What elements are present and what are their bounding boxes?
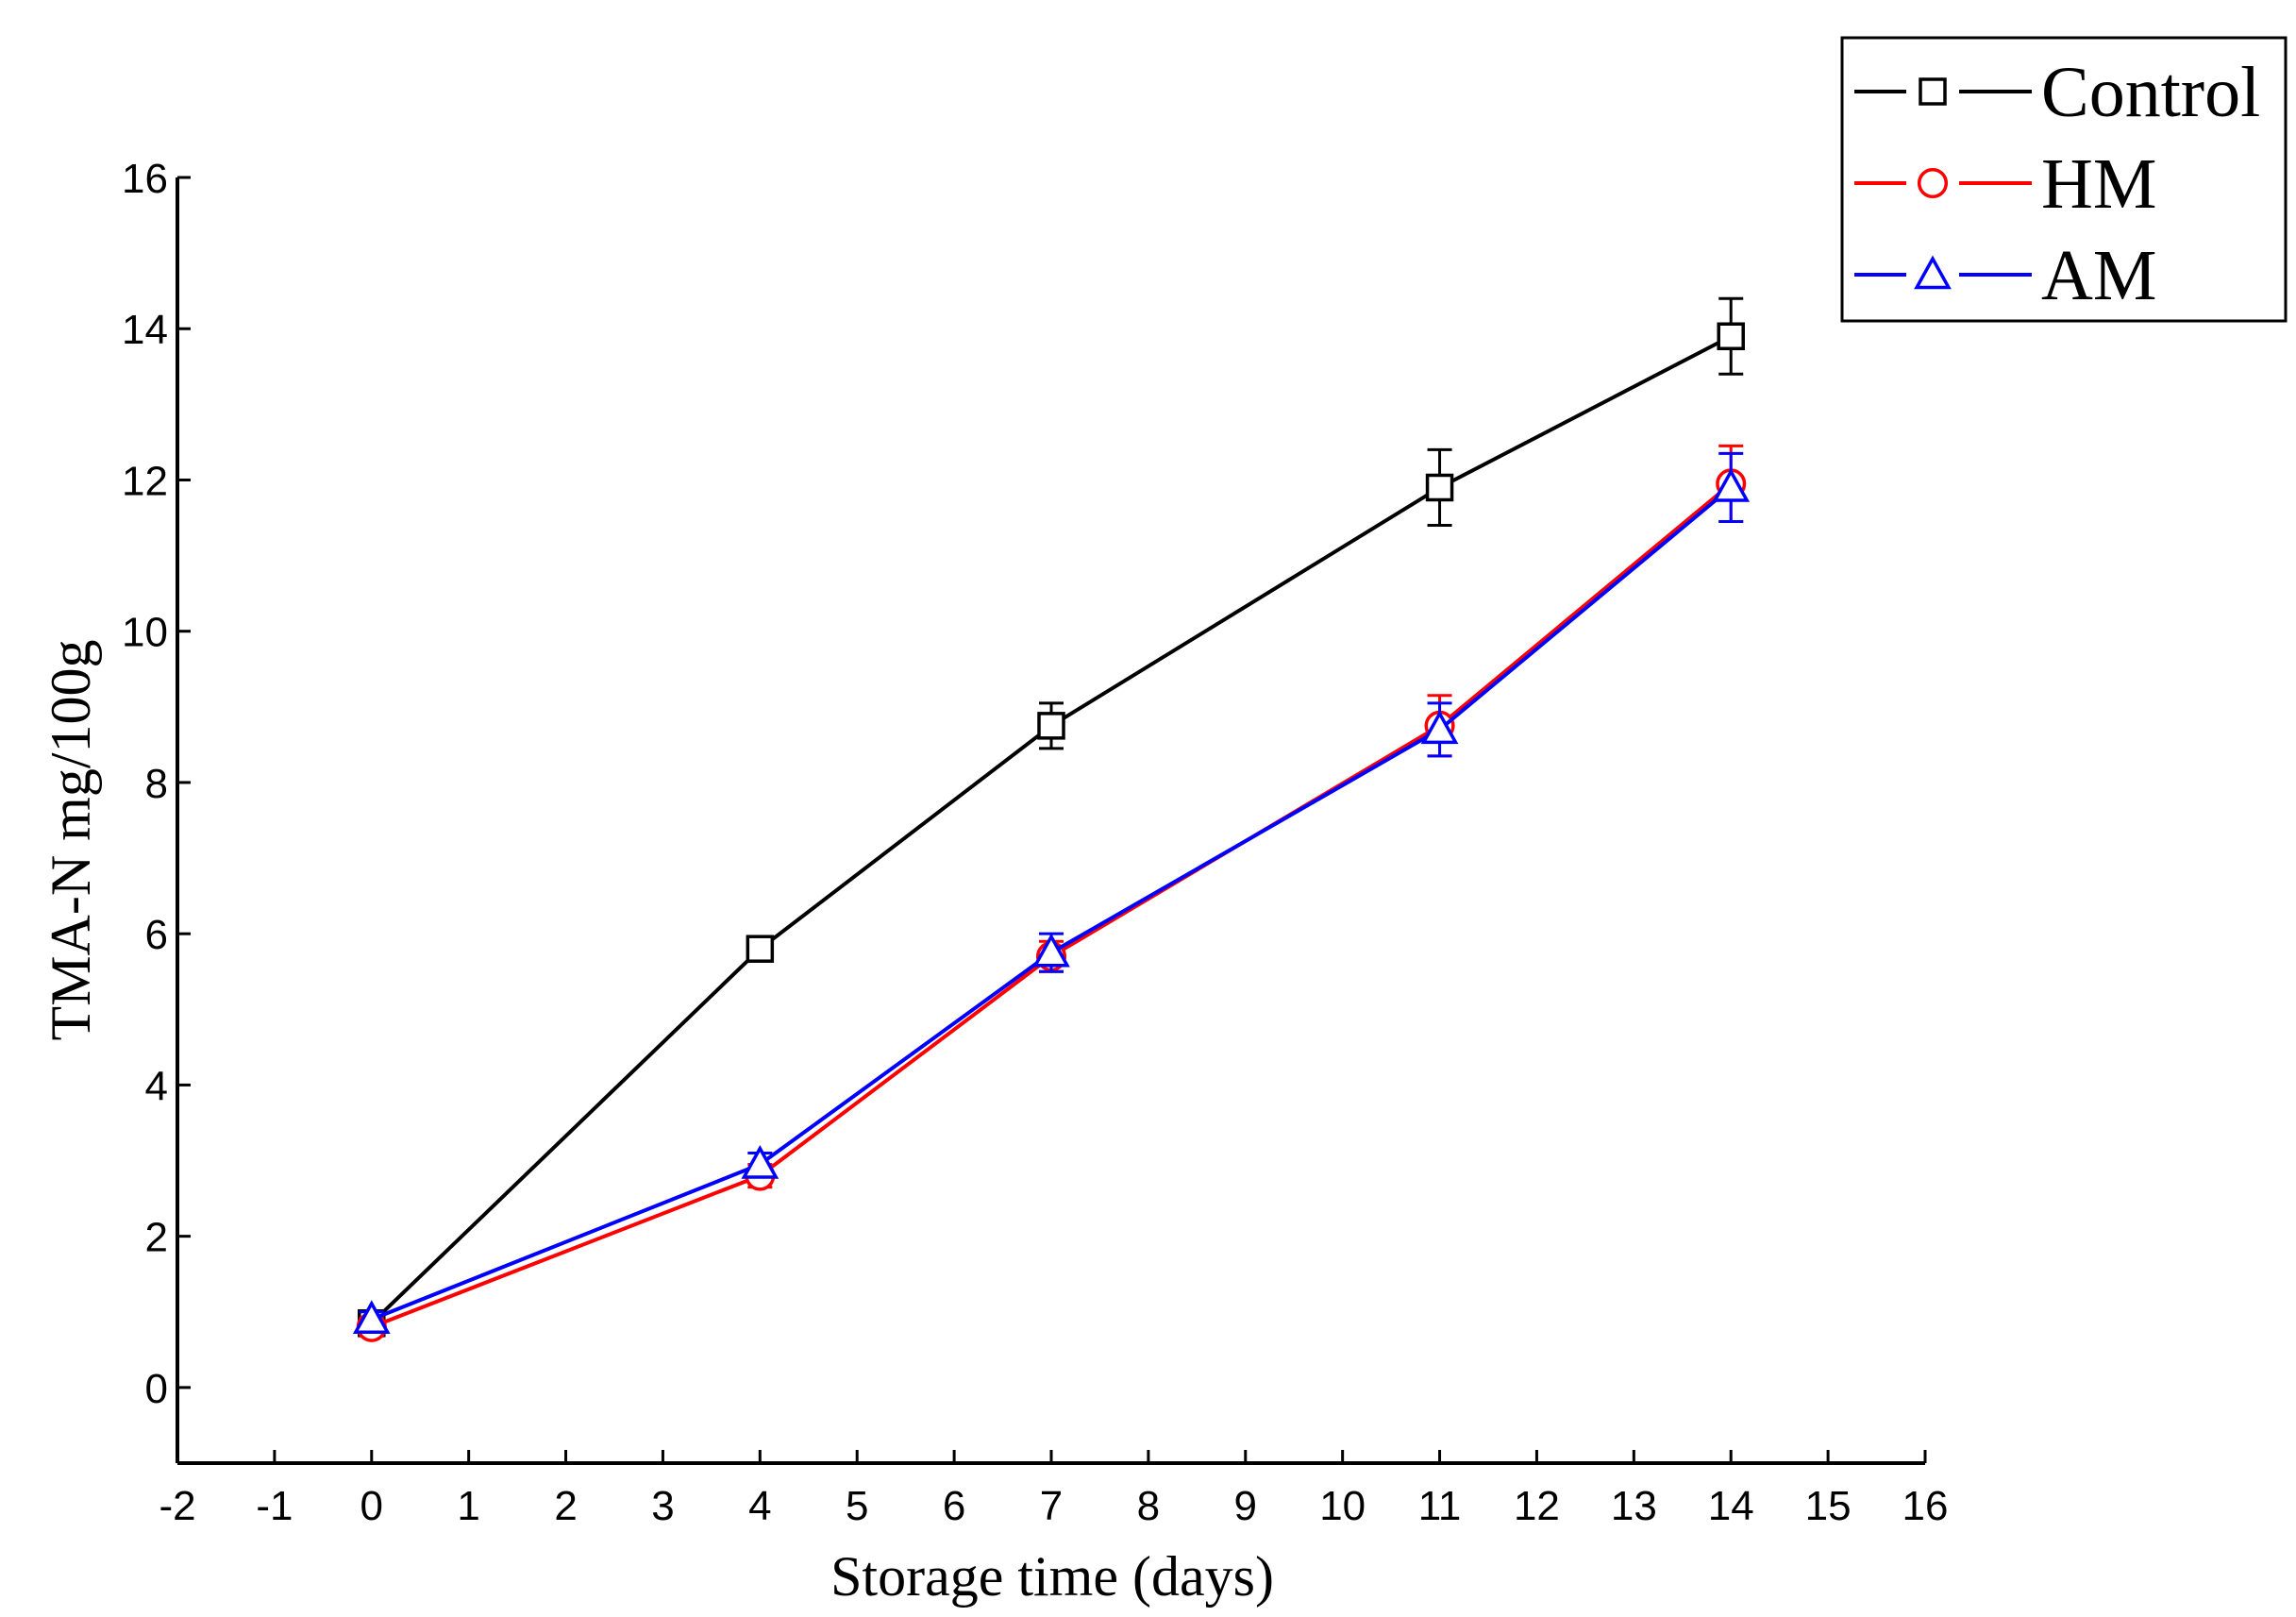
legend-label: AM (2041, 236, 2156, 315)
data-point (1032, 933, 1070, 968)
x-tick-label: 1 (457, 1483, 479, 1529)
series-line (370, 334, 1733, 1325)
series-layer (352, 296, 1751, 1342)
legend-label: HM (2041, 144, 2156, 224)
x-tick-label: 6 (943, 1483, 965, 1529)
x-tick-label: 9 (1234, 1483, 1257, 1529)
legend-marker (1919, 77, 1947, 106)
x-tick-label: 12 (1514, 1483, 1560, 1529)
x-tick-label: 4 (748, 1483, 771, 1529)
y-tick-label: 0 (145, 1366, 168, 1412)
data-point (1712, 467, 1751, 502)
legend-entry-hm: HM (1854, 144, 2156, 224)
series-am (352, 451, 1751, 1335)
y-axis-title: TMA-N mg/100g (40, 640, 102, 1041)
legend: Control HM AM (1840, 36, 2288, 323)
y-tick-label: 2 (145, 1215, 168, 1261)
data-point (352, 1300, 391, 1335)
x-tick-label: -2 (159, 1483, 195, 1529)
x-tick-label: 14 (1708, 1483, 1754, 1529)
y-axis-ticks: 0 2 4 6 8 10 12 14 16 (122, 156, 191, 1412)
series-control (358, 296, 1745, 1338)
y-tick-label: 14 (122, 307, 168, 353)
series-hm (356, 444, 1747, 1342)
x-tick-label: 15 (1805, 1483, 1852, 1529)
x-tick-label: 13 (1611, 1483, 1657, 1529)
legend-label: Control (2041, 53, 2260, 132)
series-line (371, 485, 1733, 1322)
legend-marker (1917, 167, 1949, 199)
x-tick-label: 16 (1902, 1483, 1949, 1529)
legend-marker (1914, 255, 1952, 290)
x-tick-label: 0 (360, 1483, 383, 1529)
y-tick-label: 8 (145, 761, 168, 807)
x-tick-label: 11 (1418, 1483, 1462, 1529)
x-tick-label: 3 (651, 1483, 674, 1529)
x-tick-label: 8 (1137, 1483, 1160, 1529)
data-point (1420, 710, 1459, 745)
x-tick-label: 5 (846, 1483, 868, 1529)
x-tick-label: -1 (256, 1483, 293, 1529)
y-tick-label: 4 (145, 1063, 168, 1109)
y-tick-label: 6 (145, 912, 168, 958)
data-point (1425, 473, 1454, 502)
data-point (741, 1145, 779, 1179)
y-tick-label: 12 (122, 458, 168, 504)
data-point (746, 935, 775, 963)
legend-entry-control: Control (1854, 53, 2260, 132)
x-tick-label: 2 (554, 1483, 577, 1529)
x-tick-label: 7 (1040, 1483, 1063, 1529)
data-point (1717, 322, 1745, 350)
series-line (371, 481, 1733, 1329)
x-axis-title: Storage time (days) (830, 1545, 1274, 1608)
legend-entry-am: AM (1854, 236, 2156, 315)
legend-box (1840, 36, 2288, 323)
x-axis-ticks: -2 -1 0 1 2 3 4 5 6 7 8 9 10 11 12 13 14 15 16 (159, 1450, 1948, 1529)
data-point (1037, 712, 1065, 740)
x-tick-label: 10 (1319, 1483, 1366, 1529)
y-tick-label: 16 (122, 156, 168, 202)
y-tick-label: 10 (122, 610, 168, 656)
